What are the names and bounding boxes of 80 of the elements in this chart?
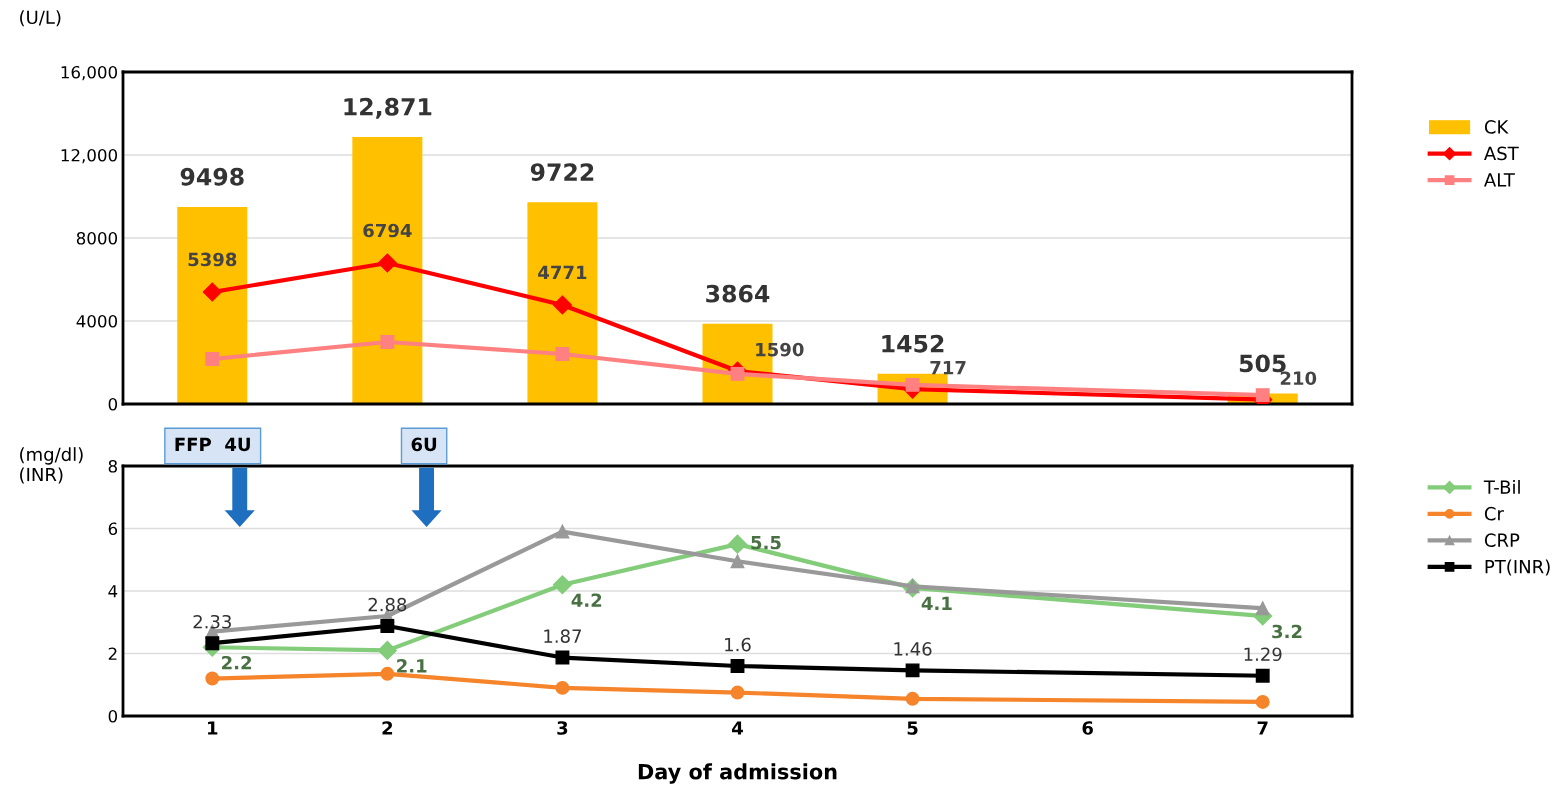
y-tick-label: 0 [108, 709, 118, 723]
y-tick-label: 4 [108, 585, 118, 598]
y-tick-label: 12,000 [61, 148, 118, 164]
text: FFP 4U [175, 437, 250, 452]
data-label: 5398 [188, 252, 237, 267]
data-label: 717 [930, 361, 966, 375]
point [380, 335, 395, 349]
point [202, 282, 222, 302]
legend-label: ALT [1484, 173, 1515, 187]
point [377, 640, 397, 660]
data-label: 1.87 [544, 629, 581, 643]
data-label: 12,871 [344, 97, 432, 119]
data-label: 6794 [363, 223, 412, 238]
y-tick-label: 0 [108, 397, 118, 411]
point [730, 659, 745, 673]
point [205, 636, 220, 651]
data-label: 3864 [706, 284, 770, 303]
data-label: 1.6 [725, 637, 751, 652]
point [730, 685, 745, 700]
data-label: 210 [1280, 371, 1317, 386]
y-tick-label: 8 [108, 459, 117, 473]
legend-label: CRP [1484, 533, 1520, 547]
x-tick-label: 4 [732, 721, 743, 735]
point [555, 680, 570, 695]
point [380, 666, 395, 681]
y-axis-title: (mg/dl) (INR) [20, 447, 83, 484]
y-tick-label: 8000 [76, 231, 118, 245]
x-axis-title: Day of admission [638, 763, 837, 784]
legend-label: PT(INR) [1485, 559, 1550, 576]
x-tick-label: 7 [1257, 721, 1268, 735]
data-label: 1.46 [894, 642, 932, 656]
bar [352, 136, 423, 404]
x-tick-label: 6 [1082, 721, 1093, 735]
y-tick-label: 6 [108, 522, 118, 536]
data-label: 9722 [530, 163, 594, 182]
legend-label: Cr [1484, 506, 1504, 521]
data-label: 9498 [180, 167, 244, 186]
data-label: 2.1 [397, 659, 427, 673]
x-tick-label: 3 [557, 721, 568, 735]
data-label: 1.29 [1244, 647, 1282, 662]
y-axis-title: (U/L) [20, 10, 61, 27]
data-label: 2.33 [193, 614, 231, 629]
point [1255, 601, 1270, 616]
point [905, 663, 920, 678]
point [555, 347, 570, 361]
point [905, 691, 920, 706]
data-label: 505 [1239, 354, 1286, 373]
point [552, 575, 572, 595]
data-label: 1452 [882, 334, 944, 353]
point [1255, 694, 1270, 709]
data-label: 3.2 [1272, 624, 1302, 639]
point [552, 295, 572, 315]
x-tick-label: 2 [382, 721, 393, 735]
data-label: 4.1 [921, 596, 952, 610]
data-label: 2.88 [368, 597, 407, 612]
x-tick-label: 5 [907, 721, 918, 735]
legend-label: AST [1484, 146, 1519, 161]
data-label: 2.2 [222, 655, 252, 670]
bar [527, 202, 598, 404]
data-label: 5.5 [751, 535, 781, 550]
data-label: 4771 [538, 265, 587, 280]
point [205, 352, 220, 366]
point [555, 524, 570, 539]
y-tick-label: 2 [108, 647, 117, 660]
point [380, 619, 395, 633]
point [1255, 668, 1270, 683]
data-label: 4.2 [571, 593, 602, 607]
point [377, 253, 397, 273]
point [727, 534, 748, 554]
legend-label: CK [1484, 120, 1509, 134]
point [730, 554, 745, 569]
point [905, 377, 920, 392]
x-tick-label: 1 [208, 721, 218, 735]
y-tick-label: 16,000 [61, 65, 118, 81]
point [205, 671, 220, 686]
y-tick-label: 4000 [76, 314, 118, 328]
bar [177, 206, 248, 404]
legend-label: T-Bil [1483, 480, 1520, 494]
text: 6U [411, 437, 437, 452]
point [555, 650, 570, 665]
